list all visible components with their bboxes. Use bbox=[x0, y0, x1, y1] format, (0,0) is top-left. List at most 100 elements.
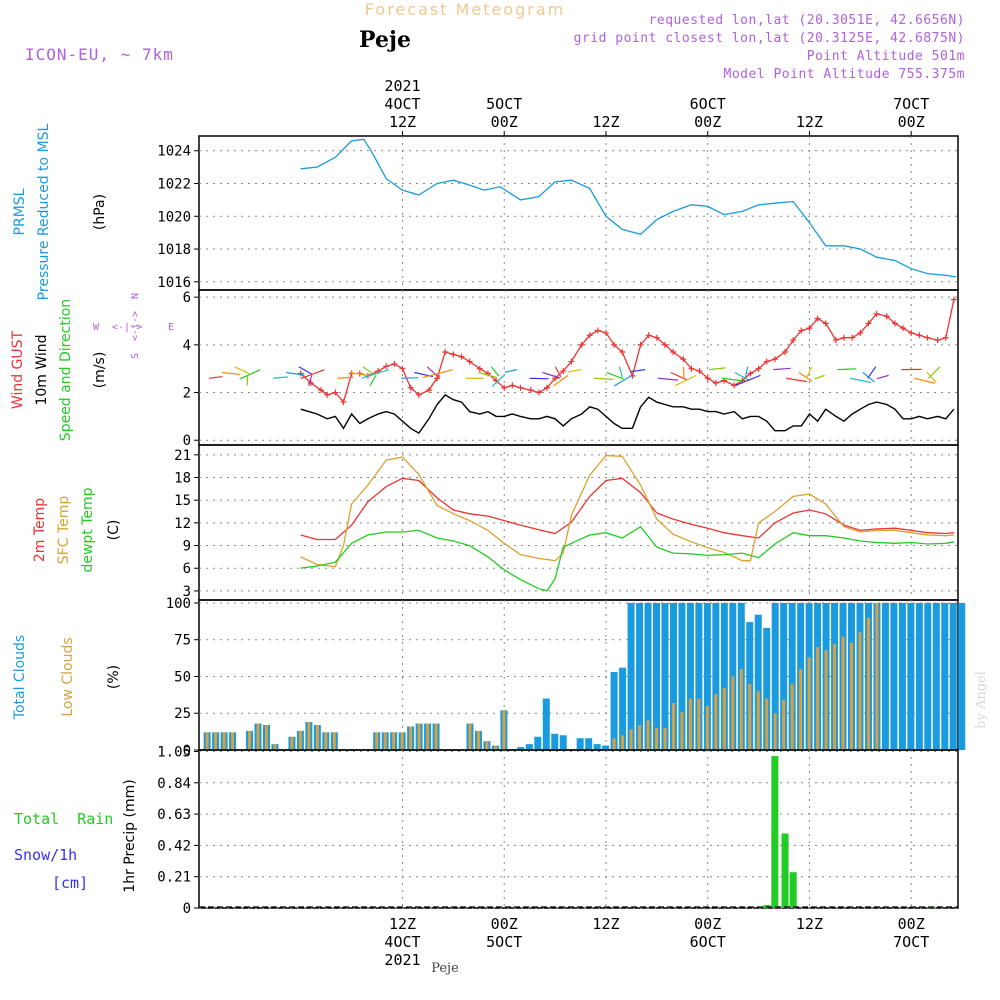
y-tick-label: 1020 bbox=[157, 209, 191, 225]
total-cloud-bar bbox=[585, 738, 593, 750]
low-cloud-bar bbox=[722, 688, 726, 750]
dewpt-label: dewpt Temp bbox=[80, 487, 96, 572]
dewpt-line bbox=[300, 525, 955, 592]
wind-direction-arrow bbox=[430, 374, 441, 387]
total-cloud-bar bbox=[780, 602, 788, 750]
compass-glyph: <-|-> bbox=[112, 322, 142, 333]
gridpoint-coords: grid point closest lon,lat (20.3125E, 42… bbox=[574, 31, 965, 46]
y-tick-label: 1018 bbox=[157, 242, 191, 258]
low-cloud-bar bbox=[426, 723, 430, 750]
total-cloud-bar bbox=[602, 745, 610, 750]
wind-direction-arrow bbox=[630, 369, 646, 373]
wind-direction-arrow bbox=[914, 377, 935, 384]
low-cloud-bar bbox=[332, 732, 336, 750]
temperature-panel: 3 6 9 12 15 18 21 bbox=[174, 444, 959, 601]
bottom-time-label: 7OCT bbox=[893, 933, 929, 951]
top-time-label: 12Z bbox=[796, 113, 823, 131]
low-cloud-bar bbox=[256, 723, 260, 750]
low-cloud-bar bbox=[790, 683, 794, 750]
wind-direction-arrow bbox=[401, 377, 419, 379]
low-cloud-bar bbox=[638, 725, 642, 750]
wind-direction-arrow bbox=[554, 366, 562, 378]
wind-speed-line bbox=[300, 393, 955, 435]
low-cloud-bar bbox=[502, 710, 506, 750]
wind-direction-arrow bbox=[567, 369, 582, 373]
gust-marker bbox=[688, 365, 695, 372]
wind-direction-arrow bbox=[744, 366, 749, 379]
total-cloud-bar bbox=[610, 672, 618, 750]
wind-direction-arrow bbox=[350, 371, 370, 377]
y-tick-label: 2 bbox=[183, 386, 191, 402]
total-cloud-bar bbox=[559, 735, 567, 750]
total-cloud-bar bbox=[551, 733, 559, 750]
low-cloud-bar bbox=[214, 732, 218, 750]
low-cloud-bar bbox=[417, 723, 421, 750]
gust-marker bbox=[568, 358, 575, 365]
gust-marker bbox=[399, 365, 406, 372]
total-cloud-bar bbox=[754, 614, 762, 750]
gust-marker bbox=[450, 351, 457, 358]
cloud-side-labels: Total Clouds Low Clouds (%) bbox=[12, 635, 122, 720]
gust-marker bbox=[391, 360, 398, 367]
low-cloud-bar bbox=[307, 722, 311, 750]
low-cloud-bar bbox=[875, 602, 879, 750]
y-tick-label: 1024 bbox=[157, 144, 191, 160]
gust-marker bbox=[476, 365, 483, 372]
top-time-label: 00Z bbox=[694, 113, 721, 131]
wind-direction-arrow bbox=[423, 369, 453, 379]
gust-marker bbox=[318, 387, 325, 394]
total-cloud-bar bbox=[890, 602, 898, 750]
gust-marker bbox=[458, 353, 465, 360]
bottom-time-label: 5OCT bbox=[486, 933, 522, 951]
gust-marker bbox=[535, 389, 542, 396]
low-cloud-bar bbox=[841, 636, 845, 750]
total-cloud-bar bbox=[763, 627, 771, 750]
low-cloud-bar bbox=[756, 691, 760, 750]
total-cloud-bar bbox=[653, 602, 661, 750]
wind-direction-arrow bbox=[552, 374, 569, 387]
total-cloud-bar bbox=[958, 602, 966, 750]
wind-direction-arrow bbox=[785, 377, 807, 383]
wind-direction-arrow bbox=[239, 369, 261, 380]
compass-south: S bbox=[130, 353, 141, 359]
gust-marker bbox=[466, 358, 473, 365]
y-tick-label: 18 bbox=[174, 471, 191, 487]
wind-direction-arrow bbox=[618, 366, 624, 378]
low-cloud-bar bbox=[222, 732, 226, 750]
wind-direction-arrow bbox=[613, 374, 633, 387]
y-tick-label: 0 bbox=[183, 901, 191, 917]
bottom-time-label: 00Z bbox=[694, 915, 721, 933]
wind-direction-arrow bbox=[308, 375, 313, 386]
snow-label: Snow/1h bbox=[14, 846, 77, 864]
gust-marker bbox=[324, 391, 331, 398]
low-cloud-bar bbox=[485, 741, 489, 750]
requested-coords: requested lon,lat (20.3051E, 42.6656N) bbox=[649, 13, 965, 28]
wind-direction-arrow bbox=[298, 366, 313, 375]
low-cloud-bar bbox=[866, 617, 870, 750]
gust-marker bbox=[586, 332, 593, 339]
top-time-label: 6OCT bbox=[690, 95, 726, 113]
gust-marker bbox=[942, 334, 949, 341]
total-cloud-bar bbox=[771, 602, 779, 750]
total-cloud-bar bbox=[898, 602, 906, 750]
wind-direction-arrow bbox=[926, 372, 937, 383]
gust-marker bbox=[873, 310, 880, 317]
rain-label: Total Rain bbox=[14, 810, 113, 828]
gust-marker bbox=[865, 320, 872, 327]
gust-marker bbox=[517, 384, 524, 391]
gust-marker bbox=[763, 358, 770, 365]
low-cloud-bar bbox=[714, 694, 718, 750]
top-time-label: 5OCT bbox=[486, 95, 522, 113]
total-cloud-bar bbox=[678, 602, 686, 750]
supertitle: Forecast Meteogram bbox=[365, 0, 565, 19]
total-cloud-bar bbox=[636, 602, 644, 750]
pressure-side-labels: PRMSL Pressure Reduced to MSL (hPa) bbox=[12, 123, 108, 300]
total-cloud-bar bbox=[932, 602, 940, 750]
gust-marker bbox=[602, 329, 609, 336]
total-cloud-bar bbox=[517, 747, 525, 750]
y-tick-label: 12 bbox=[174, 516, 191, 532]
temp-unit: (C) bbox=[106, 520, 122, 541]
total-cloud-bar bbox=[686, 602, 694, 750]
wind-direction-arrow bbox=[490, 366, 500, 377]
gust-marker bbox=[560, 368, 567, 375]
